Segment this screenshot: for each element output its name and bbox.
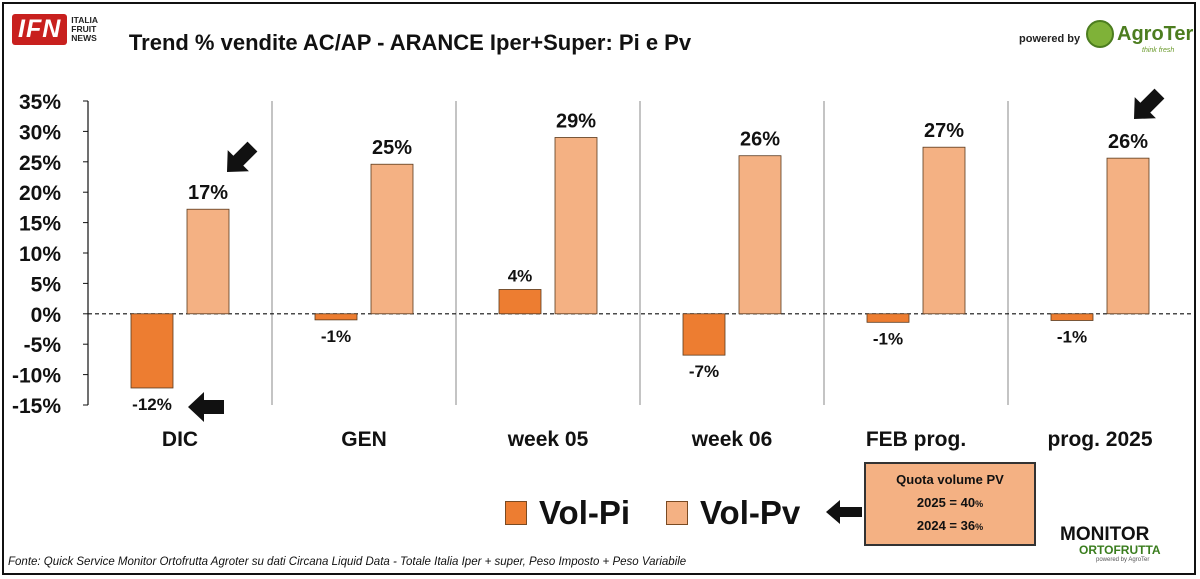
ifn-sub-3: NEWS <box>71 32 97 43</box>
x-tick-label: DIC <box>162 428 198 451</box>
ifn-sub-2: FRUIT <box>71 23 97 34</box>
arrow-icon-dic-pv <box>227 141 258 172</box>
agroter-name: AgroTer <box>1117 22 1194 45</box>
bar-vol-pi-5 <box>1050 313 1094 321</box>
monitor-logo-line3: powered by AgroTer <box>1096 557 1150 563</box>
y-tick-label: -5% <box>24 334 62 357</box>
y-tick-label: 25% <box>19 152 61 175</box>
arrow-icon-dic-pi-shape <box>188 392 224 422</box>
data-label-vol-pi-4: -1% <box>873 329 903 348</box>
bar-vol-pv-3 <box>738 155 782 315</box>
data-label-vol-pv-4: 27% <box>924 120 964 142</box>
x-tick-label: week 05 <box>507 428 589 451</box>
y-tick-label: 30% <box>19 121 61 144</box>
data-label-vol-pi-0: -12% <box>132 395 172 414</box>
y-tick-label: 10% <box>19 243 61 266</box>
y-tick-label: -10% <box>12 365 61 388</box>
quota-title: Quota volume PV <box>896 472 1004 487</box>
x-tick-label: prog. 2025 <box>1047 428 1152 451</box>
bar-vol-pi-2 <box>498 289 542 315</box>
arrow-icon-prog-pv <box>1134 88 1165 119</box>
quota-2025-value: 2025 = 40 <box>916 495 976 510</box>
data-label-vol-pv-3: 26% <box>740 129 780 151</box>
chart-title: Trend % vendite AC/AP - ARANCE Iper+Supe… <box>128 30 692 55</box>
bar-vol-pv-4 <box>922 146 966 315</box>
agroter-logo: AgroTer think fresh <box>1086 20 1194 54</box>
x-tick-label: FEB prog. <box>866 428 966 451</box>
arrow-icon-prog-pv-shape <box>1134 88 1165 119</box>
legend-swatch-vol-pi <box>505 501 527 525</box>
quota-2025: 2025 = 40% <box>866 495 1034 510</box>
data-label-vol-pi-3: -7% <box>689 362 719 381</box>
legend-label-vol-pv: Vol-Pv <box>700 494 801 531</box>
monitor-logo-line2: ORTOFRUTTA <box>1079 543 1161 557</box>
bar-vol-pv-0 <box>186 208 230 315</box>
quota-2024: 2024 = 36% <box>866 518 1034 533</box>
y-tick-label: 5% <box>31 273 62 296</box>
bar-vol-pv-1 <box>370 163 414 315</box>
data-label-vol-pv-5: 26% <box>1108 131 1148 153</box>
powered-by-label: powered by <box>1019 33 1081 45</box>
y-tick-label: 15% <box>19 213 61 236</box>
agroter-leaf-icon <box>1086 20 1114 48</box>
quota-box: Quota volume PV 2025 = 40% 2024 = 36% <box>864 462 1036 546</box>
bar-vol-pv-5 <box>1106 157 1150 315</box>
data-label-vol-pv-0: 17% <box>188 182 228 204</box>
x-tick-label: GEN <box>341 428 387 451</box>
source-note: Fonte: Quick Service Monitor Ortofrutta … <box>8 556 687 568</box>
ifn-sub-1: ITALIA <box>71 14 99 25</box>
quota-2024-value: 2024 = 36 <box>916 518 976 533</box>
x-tick-label: week 06 <box>691 428 773 451</box>
bar-vol-pv-2 <box>554 137 598 315</box>
legend-item-vol-pi: Vol-Pi <box>505 494 630 532</box>
monitor-ortofrutta-logo: MONITOR ORTOFRUTTA powered by AgroTer <box>1060 524 1190 563</box>
data-label-vol-pi-5: -1% <box>1057 327 1087 346</box>
legend-item-vol-pv: Vol-Pv <box>666 494 800 532</box>
arrow-icon-dic-pi <box>188 392 224 422</box>
bar-vol-pi-0 <box>130 313 174 389</box>
monitor-logo-line1: MONITOR <box>1060 524 1150 545</box>
quota-2025-unit: % <box>975 499 984 509</box>
bar-vol-pi-3 <box>682 313 726 356</box>
legend-label-vol-pi: Vol-Pi <box>539 494 631 531</box>
legend-arrow-icon <box>826 500 862 524</box>
legend-swatch-vol-pv <box>666 501 688 525</box>
bar-vol-pi-1 <box>314 313 358 321</box>
y-tick-label: 0% <box>31 304 62 327</box>
bar-vol-pi-4 <box>866 313 910 323</box>
y-tick-label: -15% <box>12 395 61 418</box>
data-label-vol-pv-2: 29% <box>556 110 596 132</box>
agroter-tagline: think fresh <box>1142 47 1175 54</box>
quota-2024-unit: % <box>975 522 984 532</box>
arrow-icon-dic-pv-shape <box>227 141 258 172</box>
data-label-vol-pv-1: 25% <box>372 137 412 159</box>
data-label-vol-pi-1: -1% <box>321 327 351 346</box>
ifn-logo-mark: IFN <box>12 13 68 45</box>
ifn-logo-subtitle: ITALIA FRUIT NEWS <box>71 14 99 43</box>
ifn-logo: IFN ITALIA FRUIT NEWS <box>12 11 98 47</box>
data-label-vol-pi-2: 4% <box>508 266 533 285</box>
y-tick-label: 35% <box>19 91 61 114</box>
y-tick-label: 20% <box>19 182 61 205</box>
